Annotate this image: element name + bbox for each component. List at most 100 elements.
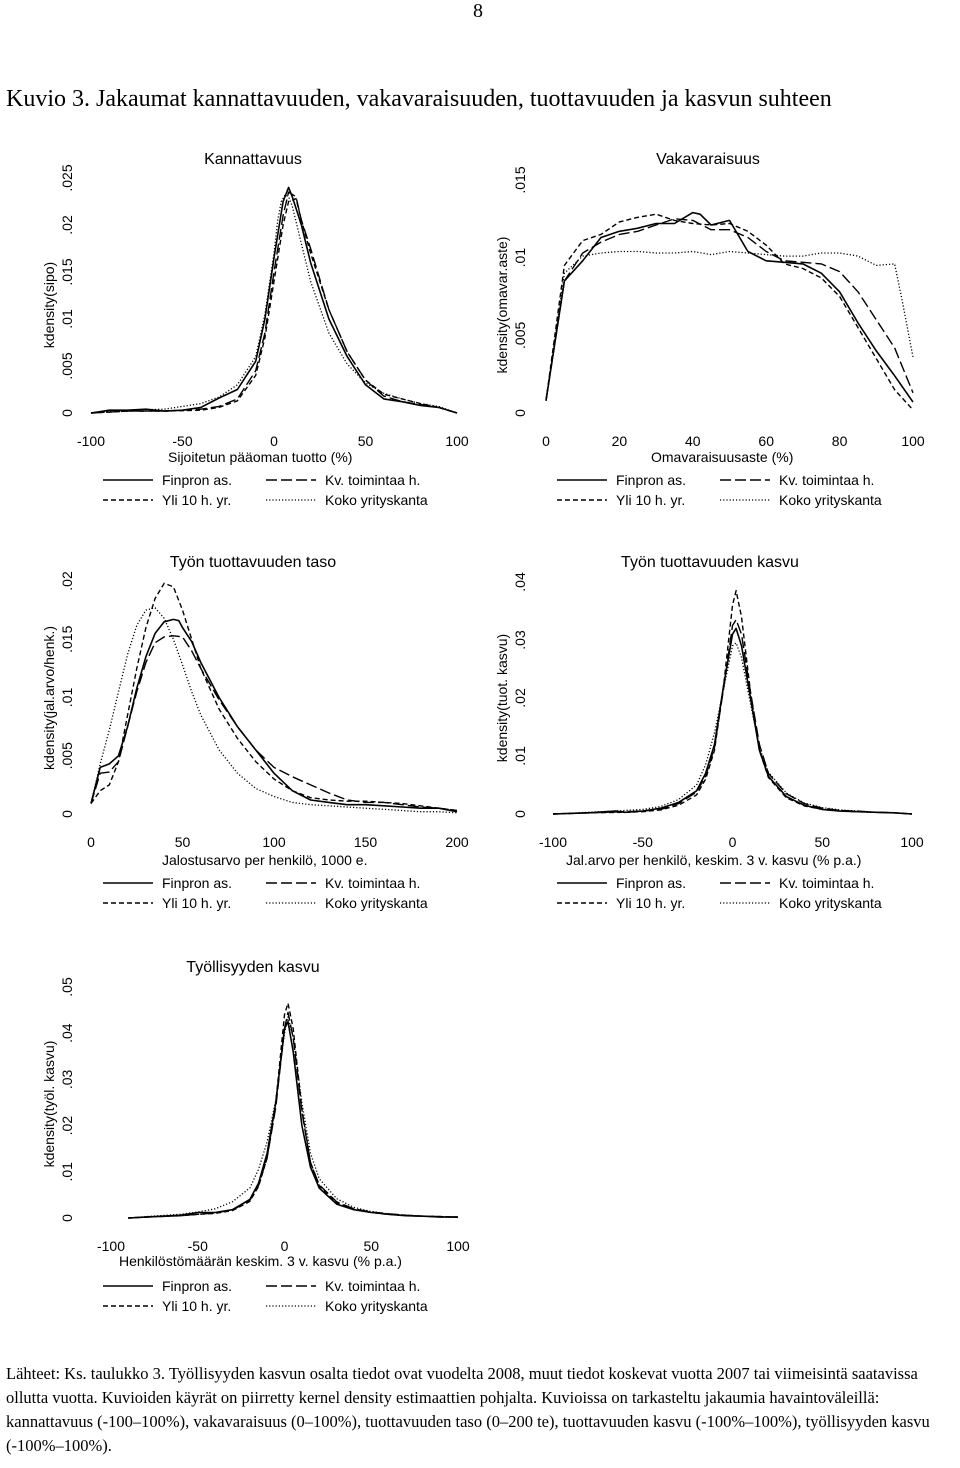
legend-label: Yli 10 h. yr. [162,895,231,911]
x-axis-label: Omavaraisuusaste (%) [651,449,793,465]
y-tick-label: 0 [512,810,528,818]
x-tick-label: 0 [542,433,550,449]
series-line-dot [545,250,914,401]
x-tick-label: 0 [729,834,737,850]
x-tick-label: 150 [354,834,378,850]
chart-panel-5: Työllisyyden kasvu kdensity(työl. kasvu) 0… [41,959,470,1314]
legend-label: Kv. toimintaa h. [325,472,420,488]
x-tick-label: 40 [685,433,701,449]
x-tick-label: 0 [87,834,95,850]
series-line-longdash [545,218,914,401]
y-tick-label: .005 [512,321,528,348]
legend-label: Yli 10 h. yr. [616,895,685,911]
y-tick-label: 0 [59,810,75,818]
x-tick-label: -50 [172,433,192,449]
series-line-dash [552,590,913,815]
legend-label: Yli 10 h. yr. [162,492,231,508]
series-line-solid [545,211,914,403]
chart-title: Työn tuottavuuden taso [170,554,336,571]
y-axis-label: kdensity(työl. kasvu) [41,1041,57,1168]
chart-panel-4: Työn tuottavuuden kasvu kdensity(tuot. ka… [494,554,924,911]
y-tick-label: .03 [512,630,528,650]
x-tick-label: 60 [758,433,774,449]
series-line-dash [545,213,914,411]
legend-label: Koko yrityskanta [325,492,428,508]
legend-label: Kv. toimintaa h. [325,875,420,891]
page-number: 8 [473,0,483,22]
series-line-solid [552,627,913,815]
legend: Finpron as. Kv. toimintaa h. Yli 10 h. yr.… [557,875,882,911]
x-tick-label: 50 [358,433,374,449]
y-tick-label: .01 [59,688,75,708]
y-tick-label: .04 [512,572,528,592]
x-tick-label: 100 [900,834,924,850]
chart-panel-3: Työn tuottavuuden taso kdensity(jal.arvo/… [41,554,469,911]
series-line-solid [128,1020,458,1219]
legend-label: Kv. toimintaa h. [779,875,874,891]
figure-title: Kuvio 3. Jakaumat kannattavuuden, vakava… [6,86,832,112]
legend-label: Finpron as. [616,472,686,488]
y-axis-label: kdensity(sipo) [41,262,57,348]
y-axis-label: kdensity(jal.arvo/henk.) [41,626,57,770]
y-tick-label: .02 [59,1116,75,1136]
x-tick-label: -50 [188,1238,208,1254]
series-line-dash [90,582,458,812]
legend-label: Koko yrityskanta [779,492,882,508]
legend-label: Finpron as. [162,1278,232,1294]
legend-label: Kv. toimintaa h. [779,472,874,488]
x-tick-label: 100 [262,834,286,850]
y-tick-label: 0 [512,409,528,417]
y-tick-label: .05 [59,977,75,997]
footnote: Lähteet: Ks. taulukko 3. Työllisyyden ka… [6,1364,930,1455]
legend-label: Kv. toimintaa h. [325,1278,420,1294]
x-tick-label: 80 [832,433,848,449]
legend-label: Finpron as. [616,875,686,891]
series-line-dot [90,607,458,814]
legend-label: Yli 10 h. yr. [162,1298,231,1314]
x-tick-label: -100 [77,433,105,449]
y-axis-label: kdensity(omavar.aste) [494,237,510,374]
y-tick-label: .015 [512,166,528,193]
y-tick-label: .02 [59,571,75,591]
legend-label: Finpron as. [162,875,232,891]
chart-panel-1: Kannattavuus kdensity(sipo) 0 .005 .01 .015 .0… [41,151,469,508]
x-tick-label: 100 [445,433,469,449]
series-line-longdash [90,191,458,414]
chart-title: Vakavaraisuus [656,151,760,168]
y-tick-label: .005 [59,352,75,379]
y-tick-label: .015 [59,258,75,285]
x-tick-label: -50 [633,834,653,850]
series-line-dash [90,197,458,414]
series-line-solid [90,618,458,813]
x-tick-label: 50 [175,834,191,850]
x-tick-label: 0 [281,1238,289,1254]
x-axis-label: Sijoitetun pääoman tuotto (%) [168,449,352,465]
series-line-longdash [128,1011,459,1219]
legend-label: Koko yrityskanta [325,1298,428,1314]
y-tick-label: .01 [59,1162,75,1182]
x-tick-label: -100 [97,1238,125,1254]
x-tick-label: 100 [901,433,925,449]
legend: Finpron as. Kv. toimintaa h. Yli 10 h. yr.… [103,1278,428,1314]
x-tick-label: 200 [445,834,469,850]
legend-label: Koko yrityskanta [779,895,882,911]
y-tick-label: .005 [59,742,75,769]
legend-label: Finpron as. [162,472,232,488]
chart-panel-2: Vakavaraisuus kdensity(omavar.aste) 0 .005.… [494,151,925,508]
y-tick-label: .01 [512,248,528,268]
legend-label: Koko yrityskanta [325,895,428,911]
y-tick-label: .025 [59,164,75,191]
series-line-dash [128,1002,459,1219]
x-axis-label: Henkilöstömäärän keskim. 3 v. kasvu (% p… [119,1253,402,1269]
series-line-dot [90,194,458,414]
x-axis-label: Jal.arvo per henkilö, keskim. 3 v. kasvu… [566,852,861,868]
y-axis-label: kdensity(tuot. kasvu) [494,634,510,762]
x-tick-label: 100 [446,1238,470,1254]
x-tick-label: 50 [814,834,830,850]
y-tick-label: .02 [512,688,528,708]
series-line-longdash [90,635,458,812]
x-axis-label: Jalostusarvo per henkilö, 1000 e. [162,852,367,868]
legend: Finpron as. Kv. toimintaa h. Yli 10 h. yr.… [103,472,428,508]
x-tick-label: 0 [270,433,278,449]
